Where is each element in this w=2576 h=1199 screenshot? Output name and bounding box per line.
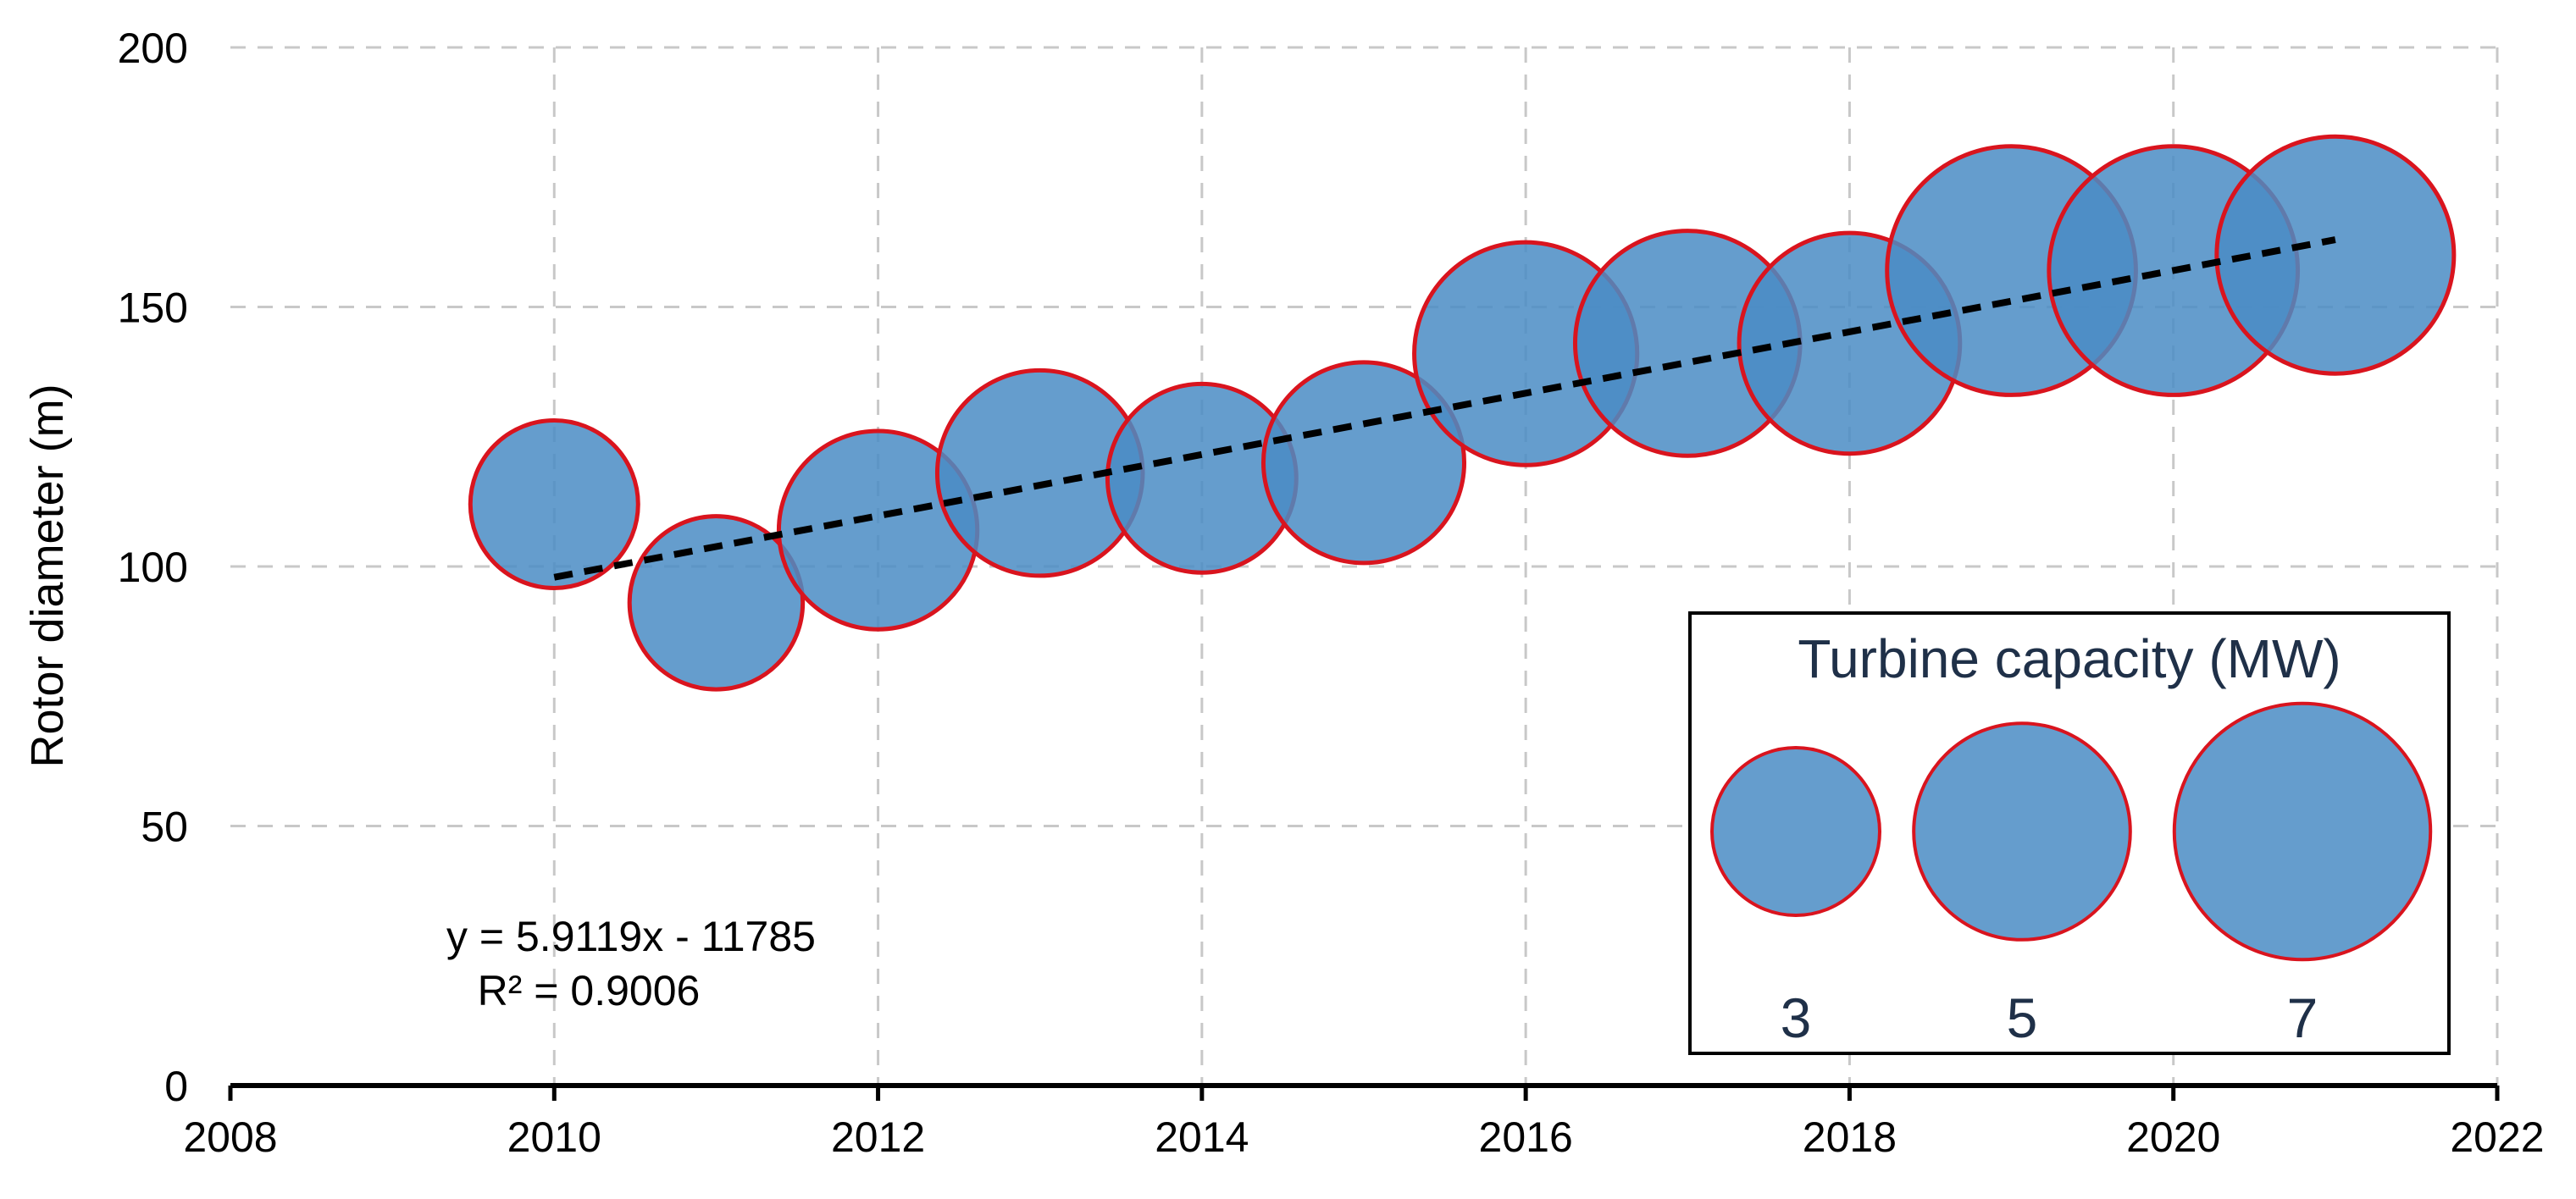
trendline-group bbox=[553, 236, 2336, 581]
legend-size-label: 7 bbox=[2287, 986, 2318, 1049]
legend-bubble bbox=[1912, 721, 2132, 942]
data-bubble bbox=[627, 514, 806, 692]
size-legend: Turbine capacity (MW) 3 5 7 bbox=[1688, 611, 2451, 1055]
y-tick-label: 200 bbox=[118, 25, 188, 72]
y-axis-title: Rotor diameter (m) bbox=[22, 384, 73, 767]
axes: 2008 2010 2012 2014 2016 2018 2020 2022 0 50 100 15… bbox=[118, 25, 2545, 1161]
legend-bubble bbox=[1710, 746, 1881, 917]
legend-bubble bbox=[2172, 701, 2433, 962]
x-tick-label: 2010 bbox=[507, 1113, 601, 1161]
x-tick-label: 2008 bbox=[183, 1113, 277, 1161]
trendline bbox=[553, 236, 2336, 581]
data-bubble bbox=[2214, 134, 2457, 376]
x-tick-label: 2020 bbox=[2126, 1113, 2220, 1161]
bubbles bbox=[468, 134, 2457, 692]
legend-size-label: 3 bbox=[1781, 986, 1812, 1049]
x-tick-label: 2014 bbox=[1155, 1113, 1249, 1161]
trendline-equation: y = 5.9119x - 11785 bbox=[446, 913, 816, 960]
x-tick-label: 2016 bbox=[1479, 1113, 1573, 1161]
annotation-group: y = 5.9119x - 11785 R² = 0.9006 bbox=[446, 913, 816, 1014]
y-tick-label: 50 bbox=[141, 804, 188, 851]
trendline-r-squared: R² = 0.9006 bbox=[478, 967, 701, 1014]
legend-size-label: 5 bbox=[2007, 986, 2038, 1049]
y-axis-title-group: Rotor diameter (m) bbox=[22, 384, 73, 767]
y-tick-label: 100 bbox=[118, 544, 188, 591]
y-tick-label: 0 bbox=[164, 1063, 188, 1110]
size-legend-title: Turbine capacity (MW) bbox=[1798, 628, 2341, 689]
x-tick-label: 2022 bbox=[2450, 1113, 2544, 1161]
y-tick-label: 150 bbox=[118, 285, 188, 332]
x-tick-label: 2018 bbox=[1803, 1113, 1897, 1161]
data-bubble bbox=[1260, 360, 1467, 566]
x-tick-label: 2012 bbox=[831, 1113, 925, 1161]
data-bubble bbox=[468, 417, 640, 590]
